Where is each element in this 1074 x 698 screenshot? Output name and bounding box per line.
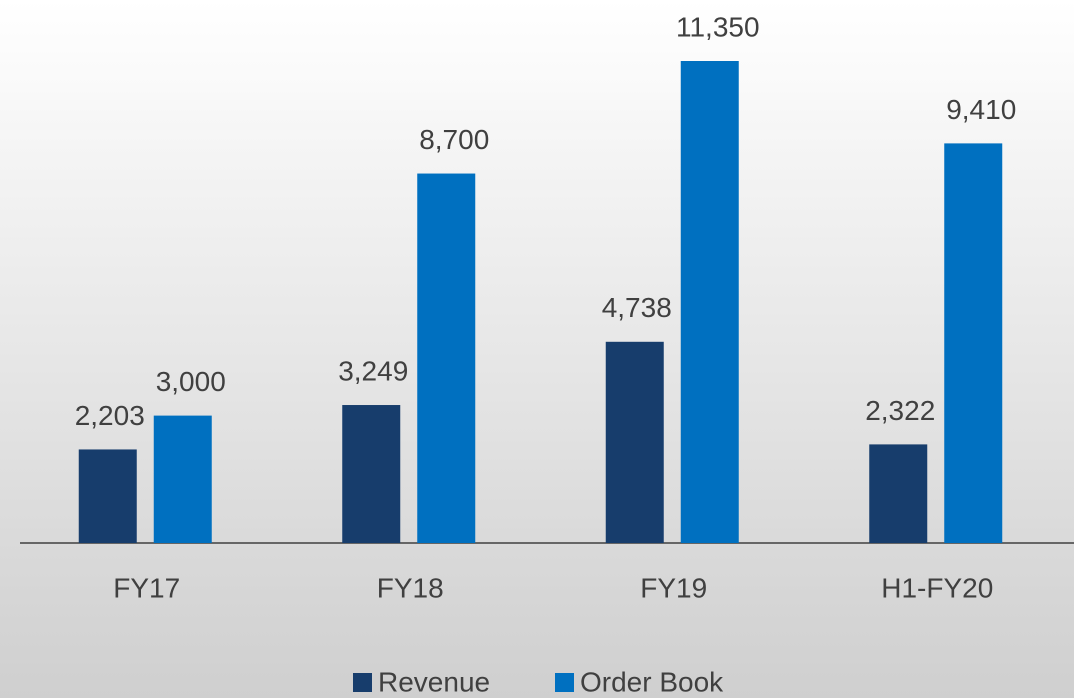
bar bbox=[605, 341, 664, 543]
data-label: 4,738 bbox=[602, 292, 672, 323]
bar bbox=[78, 449, 137, 543]
data-label: 9,410 bbox=[946, 94, 1016, 125]
x-tick-label: H1-FY20 bbox=[881, 572, 993, 603]
legend-label: Order Book bbox=[580, 666, 724, 697]
data-label: 2,203 bbox=[75, 400, 145, 431]
data-label: 8,700 bbox=[419, 124, 489, 155]
bar bbox=[153, 415, 212, 543]
x-tick-label: FY17 bbox=[113, 572, 180, 603]
x-tick-label: FY18 bbox=[377, 572, 444, 603]
data-label: 3,000 bbox=[156, 366, 226, 397]
bar bbox=[417, 173, 476, 543]
bar bbox=[944, 143, 1003, 543]
x-tick-label: FY19 bbox=[640, 572, 707, 603]
bar bbox=[869, 444, 928, 543]
data-label: 2,322 bbox=[865, 395, 935, 426]
data-label: 11,350 bbox=[676, 11, 760, 42]
legend-swatch bbox=[353, 673, 372, 692]
legend-swatch bbox=[555, 673, 574, 692]
legend-label: Revenue bbox=[378, 666, 490, 697]
bar bbox=[342, 405, 401, 543]
bar bbox=[680, 61, 739, 543]
data-label: 3,249 bbox=[338, 355, 408, 386]
